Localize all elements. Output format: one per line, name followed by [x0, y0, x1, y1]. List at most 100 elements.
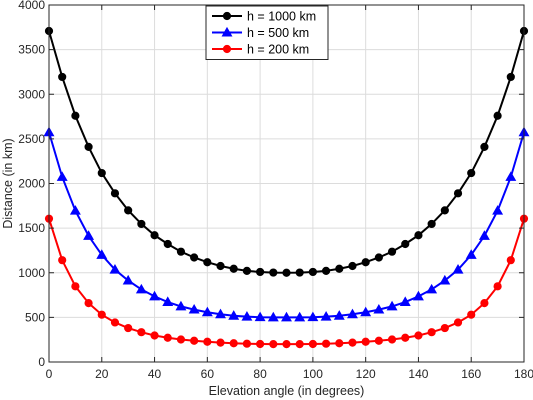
data-point: [361, 258, 370, 267]
data-point: [492, 205, 504, 215]
data-point: [321, 266, 331, 275]
data-point: [427, 219, 436, 229]
data-point: [294, 311, 306, 322]
data-point: [190, 336, 199, 345]
data-point: [215, 308, 226, 319]
data-point: [242, 266, 252, 275]
y-tick-label: 500: [25, 310, 45, 324]
data-point: [347, 308, 358, 319]
data-point: [216, 338, 225, 347]
y-tick-label: 2500: [18, 132, 45, 146]
x-tick-label: 100: [303, 367, 323, 381]
data-point: [506, 256, 515, 265]
x-tick-label: 120: [356, 367, 376, 381]
data-point: [241, 311, 253, 321]
series-group: [43, 26, 530, 349]
y-axis-label: Distance (in km): [1, 138, 15, 228]
data-point: [308, 339, 317, 349]
data-point: [176, 335, 186, 344]
data-point: [71, 282, 80, 291]
data-point: [282, 268, 291, 277]
data-point: [427, 328, 436, 337]
data-point: [467, 168, 476, 178]
data-point: [96, 249, 108, 259]
data-point: [256, 339, 265, 349]
data-point: [478, 230, 490, 240]
data-point: [109, 264, 121, 274]
data-point: [373, 304, 385, 314]
data-point: [295, 340, 304, 349]
series-line: [48, 131, 525, 319]
legend-entry: h = 500 km: [212, 26, 309, 40]
y-tick-label: 2000: [18, 177, 45, 191]
series-2: [43, 126, 530, 322]
data-point: [281, 311, 292, 322]
legend-marker: [222, 11, 232, 21]
data-point: [254, 311, 266, 322]
data-point: [124, 206, 133, 215]
data-point: [84, 298, 93, 308]
data-point: [256, 267, 265, 277]
data-point: [188, 304, 200, 314]
data-point: [229, 339, 238, 348]
legend-label: h = 1000 km: [247, 10, 316, 24]
legend-label: h = 500 km: [247, 26, 309, 40]
y-tick-label: 1000: [18, 266, 45, 280]
data-point: [295, 268, 304, 277]
data-point: [426, 283, 438, 294]
data-point: [56, 171, 68, 181]
data-point: [348, 338, 357, 347]
data-point: [440, 323, 449, 333]
data-point: [308, 267, 317, 277]
data-point: [124, 323, 133, 333]
data-point: [58, 72, 67, 82]
data-point: [480, 298, 489, 308]
data-point: [216, 261, 225, 271]
data-point: [175, 300, 187, 311]
data-point: [374, 253, 383, 262]
x-tick-label: 160: [461, 367, 481, 381]
data-point: [506, 72, 515, 82]
data-point: [269, 340, 278, 349]
data-point: [333, 310, 345, 320]
data-point: [242, 339, 252, 348]
data-point: [335, 339, 344, 348]
data-point: [201, 306, 213, 317]
data-point: [176, 247, 186, 256]
data-point: [361, 337, 370, 346]
data-point: [453, 189, 463, 198]
data-point: [465, 249, 477, 259]
y-tick-label: 4000: [18, 0, 45, 12]
data-point: [412, 290, 424, 301]
axis-ticks: [48, 4, 525, 363]
data-point: [440, 206, 449, 215]
legend-entry: h = 200 km: [212, 43, 309, 57]
data-point: [97, 310, 106, 319]
data-point: [83, 230, 95, 240]
legend-entry: h = 1000 km: [212, 10, 316, 24]
series-1: [44, 26, 529, 277]
series-line: [48, 30, 525, 274]
data-point: [97, 168, 106, 178]
data-point: [137, 328, 146, 337]
tick-labels: 0 20 40 60 80 100 120 140 160 180 0 500 1000 1500 2000…: [18, 0, 533, 381]
legend-label: h = 200 km: [247, 43, 309, 57]
data-point: [149, 290, 161, 301]
data-point: [439, 274, 451, 285]
data-point: [282, 340, 291, 349]
data-point: [387, 335, 397, 344]
data-point: [493, 111, 502, 120]
x-tick-label: 0: [46, 367, 53, 381]
data-point: [58, 256, 67, 265]
data-point: [122, 274, 134, 285]
data-point: [228, 310, 240, 320]
data-point: [203, 337, 212, 346]
data-point: [269, 268, 278, 277]
x-tick-label: 60: [201, 367, 215, 381]
y-tick-label: 1500: [18, 221, 45, 235]
series-line: [48, 218, 525, 346]
y-tick-label: 3500: [18, 43, 45, 57]
data-point: [137, 219, 146, 229]
data-point: [71, 111, 80, 120]
